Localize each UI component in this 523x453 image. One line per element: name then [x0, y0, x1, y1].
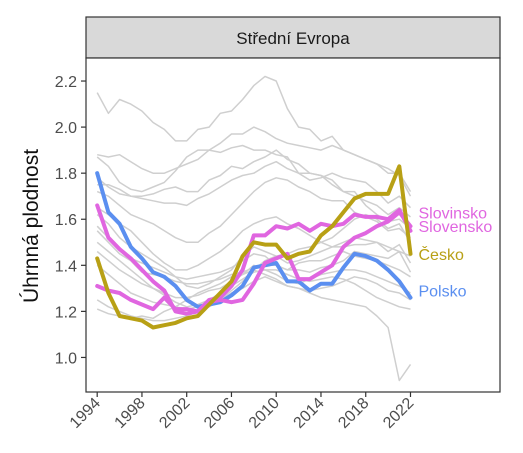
y-tick-label: 1.4	[55, 258, 77, 275]
series-line-polsko	[95, 171, 413, 309]
x-tick-label: 1994	[67, 395, 104, 432]
y-tick-label: 1.8	[55, 166, 77, 183]
x-tick-label: 2006	[201, 395, 238, 432]
background-series-line	[96, 214, 412, 290]
x-tick-label: 2010	[246, 395, 283, 432]
y-axis-label: Úhrnná plodnost	[20, 149, 43, 303]
series-label-česko: Česko	[418, 245, 463, 264]
background-series-line	[97, 126, 412, 192]
series-line-slovinsko	[95, 208, 413, 314]
series-line-slovensko	[95, 203, 413, 316]
x-tick-label: 2022	[380, 395, 417, 432]
x-tick-label: 1998	[112, 395, 149, 432]
x-tick-label: 2002	[156, 395, 193, 432]
y-tick-label: 1.6	[55, 212, 77, 229]
y-tick-label: 1.2	[55, 304, 77, 321]
y-tick-label: 2.2	[55, 74, 77, 91]
panel-title: Střední Evropa	[236, 29, 350, 48]
y-tick-label: 1.0	[55, 350, 77, 367]
y-axis: 1.0 1.2 1.4 1.6 1.8 2.0 2.2	[55, 74, 86, 367]
background-series-line	[96, 144, 412, 209]
background-series-line	[96, 241, 411, 299]
series-line-česko	[95, 164, 413, 330]
y-tick-label: 2.0	[55, 120, 77, 137]
x-tick-label: 2014	[291, 395, 328, 432]
background-series-line	[96, 250, 411, 310]
highlight-series	[95, 164, 413, 330]
series-label-slovensko: Slovensko	[418, 219, 492, 236]
background-series-line	[96, 207, 411, 271]
panel-strip	[85, 16, 501, 59]
x-tick-label: 2018	[335, 395, 372, 432]
series-label-polsko: Polsko	[418, 284, 466, 301]
x-axis: 1994 1998 2002 2006 2010 2014 2018 2022	[67, 392, 417, 432]
series-label-slovinsko: Slovinsko	[418, 205, 487, 222]
